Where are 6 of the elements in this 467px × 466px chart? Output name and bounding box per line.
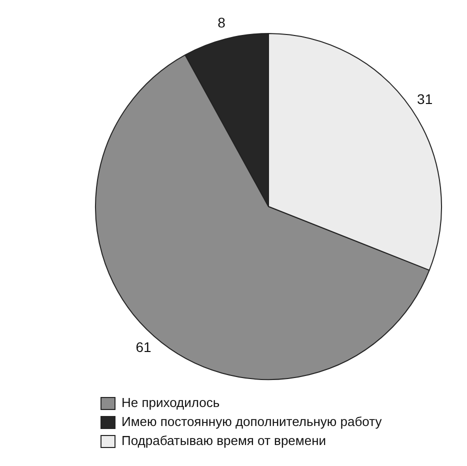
data-label: 8 bbox=[218, 14, 226, 30]
data-label: 31 bbox=[417, 91, 433, 108]
legend-label: Не приходилось bbox=[122, 395, 220, 410]
legend-label: Подрабатываю время от времени bbox=[122, 433, 326, 448]
data-label: 61 bbox=[136, 339, 152, 356]
legend-label: Имею постоянную дополнительную работу bbox=[122, 414, 382, 430]
